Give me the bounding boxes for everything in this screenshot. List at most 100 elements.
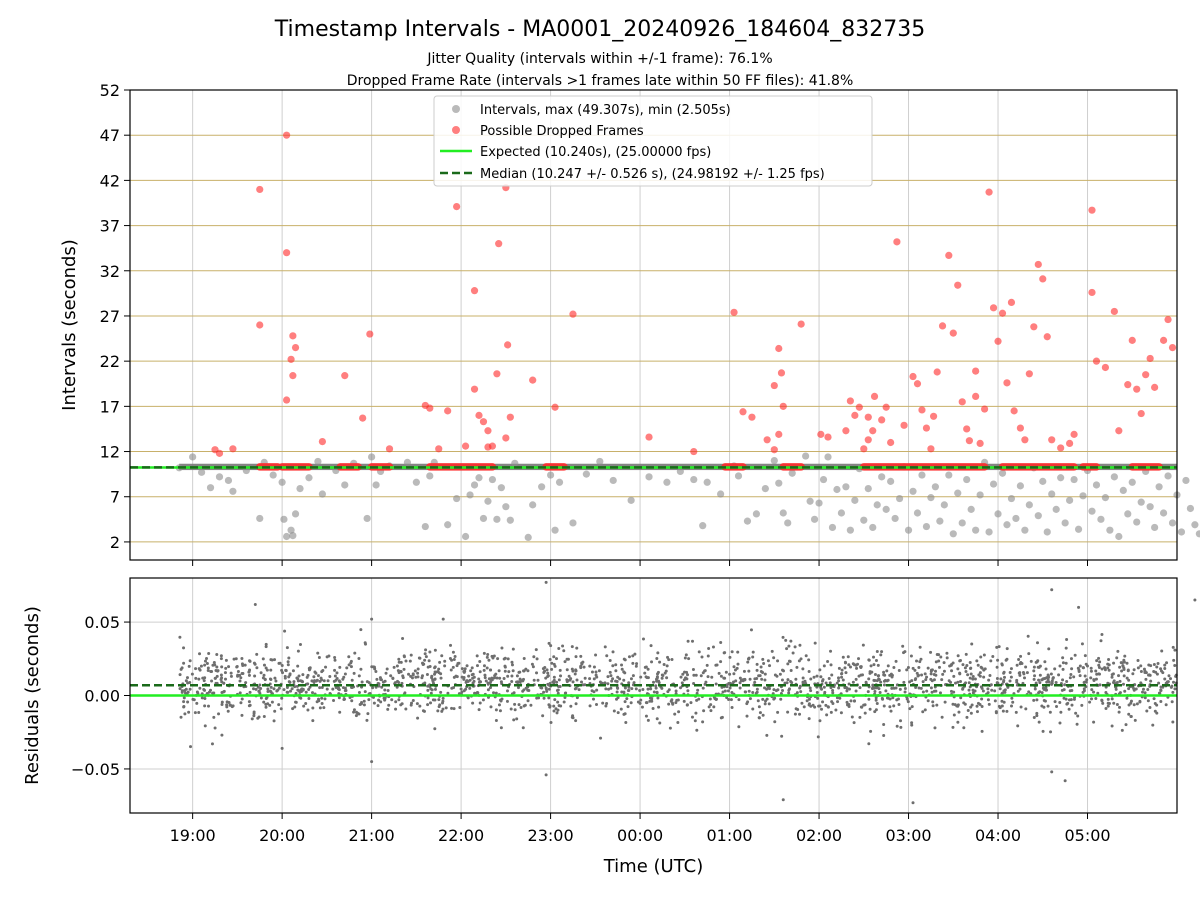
residual-point xyxy=(630,701,633,704)
residual-point xyxy=(260,671,263,674)
residual-point xyxy=(664,672,667,675)
residual-point xyxy=(675,689,678,692)
interval-point-32 xyxy=(426,472,433,479)
residual-outlier-9 xyxy=(1064,779,1067,782)
residual-point xyxy=(198,667,201,670)
residual-point xyxy=(334,674,337,677)
residual-point xyxy=(591,671,594,674)
residual-point xyxy=(221,701,224,704)
residual-point xyxy=(316,679,319,682)
residual-point xyxy=(566,680,569,683)
residual-point xyxy=(746,661,749,664)
residual-point xyxy=(967,709,970,712)
residual-point xyxy=(318,656,321,659)
residual-point xyxy=(1171,691,1174,694)
residual-point xyxy=(836,700,839,703)
residual-point xyxy=(744,690,747,693)
residual-point xyxy=(426,673,429,676)
residual-point xyxy=(950,669,953,672)
residual-point xyxy=(976,705,979,708)
interval-point-124 xyxy=(1017,482,1024,489)
residual-point xyxy=(1038,721,1041,724)
residual-point xyxy=(809,687,812,690)
residual-point xyxy=(1032,669,1035,672)
residual-point xyxy=(557,647,560,650)
residual-point xyxy=(326,655,329,658)
residual-point xyxy=(265,667,268,670)
residual-point xyxy=(198,652,201,655)
residual-point xyxy=(719,641,722,644)
dropped-point-42 xyxy=(739,408,746,415)
residual-point xyxy=(804,680,807,683)
residual-point xyxy=(724,689,727,692)
residual-point xyxy=(180,668,183,671)
residual-point xyxy=(443,660,446,663)
residual-point xyxy=(692,668,695,671)
residual-point xyxy=(673,713,676,716)
interval-point-17 xyxy=(296,485,303,492)
residual-point xyxy=(867,658,870,661)
dropped-point-87 xyxy=(990,304,997,311)
residual-point xyxy=(341,678,344,681)
interval-point-59 xyxy=(645,473,652,480)
residual-point xyxy=(611,677,614,680)
residual-point xyxy=(786,711,789,714)
residual-point xyxy=(559,685,562,688)
residual-point xyxy=(702,709,705,712)
residual-point xyxy=(1037,679,1040,682)
residual-point xyxy=(920,674,923,677)
interval-point-63 xyxy=(699,522,706,529)
interval-point-2 xyxy=(198,469,205,476)
residual-point xyxy=(1100,633,1103,636)
residual-point xyxy=(385,672,388,675)
residual-point xyxy=(1069,676,1072,679)
residual-point xyxy=(428,651,431,654)
residual-point xyxy=(864,712,867,715)
residual-point xyxy=(316,652,319,655)
residual-point xyxy=(306,682,309,685)
residual-point xyxy=(515,717,518,720)
residual-point xyxy=(1079,674,1082,677)
residual-point xyxy=(784,639,787,642)
dropped-point-85 xyxy=(981,405,988,412)
residual-point xyxy=(375,678,378,681)
residual-point xyxy=(892,666,895,669)
residual-point xyxy=(730,691,733,694)
residual-point xyxy=(1095,678,1098,681)
residual-point xyxy=(201,696,204,699)
residual-point xyxy=(761,658,764,661)
residual-point xyxy=(1009,679,1012,682)
residual-point xyxy=(519,678,522,681)
residual-point xyxy=(959,680,962,683)
dropped-point-49 xyxy=(780,403,787,410)
interval-point-37 xyxy=(466,491,473,498)
residual-point xyxy=(1047,673,1050,676)
residual-point xyxy=(927,667,930,670)
residual-outlier-13 xyxy=(1077,606,1080,609)
residual-point xyxy=(518,703,521,706)
residual-point xyxy=(1144,691,1147,694)
interval-point-107 xyxy=(941,501,948,508)
residual-point xyxy=(189,745,192,748)
residual-point xyxy=(627,689,630,692)
residual-point xyxy=(414,669,417,672)
interval-point-113 xyxy=(968,506,975,513)
interval-point-125 xyxy=(1021,527,1028,534)
interval-point-112 xyxy=(963,476,970,483)
dropped-point-4 xyxy=(256,321,263,328)
residual-point xyxy=(432,680,435,683)
dropped-point-1 xyxy=(216,450,223,457)
residual-outlier-2 xyxy=(442,618,445,621)
residual-point xyxy=(203,664,206,667)
residual-point xyxy=(767,659,770,662)
residual-point xyxy=(1103,666,1106,669)
residual-point xyxy=(345,666,348,669)
residual-point xyxy=(1170,686,1173,689)
residual-point xyxy=(931,691,934,694)
residual-point xyxy=(566,658,569,661)
residual-point xyxy=(513,703,516,706)
residual-point xyxy=(187,711,190,714)
residual-point xyxy=(753,677,756,680)
residual-point xyxy=(916,675,919,678)
residual-point xyxy=(969,661,972,664)
